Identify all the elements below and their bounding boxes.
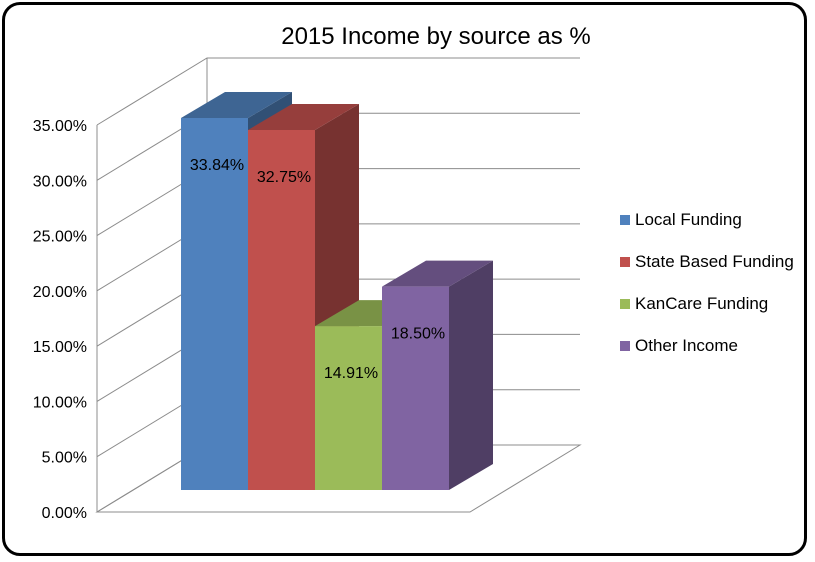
- data-labels: 33.84% 32.75% 14.91% 18.50%: [190, 157, 445, 382]
- y-tick-label: 0.00%: [42, 505, 87, 522]
- legend-item: State Based Funding: [620, 252, 794, 271]
- legend-label: Local Funding: [635, 210, 742, 229]
- legend-label: KanCare Funding: [635, 294, 768, 313]
- bar-top: [382, 260, 493, 287]
- legend-swatch: [620, 299, 630, 309]
- gridline: [96, 57, 580, 126]
- bar-front: [248, 129, 315, 490]
- bar: [248, 103, 359, 490]
- y-tick-label: 35.00%: [33, 118, 87, 135]
- bar-front: [382, 286, 449, 490]
- y-tick-label: 15.00%: [33, 339, 87, 356]
- legend-swatch: [620, 215, 630, 225]
- legend-swatch: [620, 257, 630, 267]
- data-label: 32.75%: [257, 169, 311, 186]
- legend-item: Other Income: [620, 336, 738, 355]
- bar-front: [315, 326, 382, 490]
- data-label: 33.84%: [190, 157, 244, 174]
- bars: [181, 92, 493, 490]
- legend: Local Funding State Based Funding KanCare …: [620, 210, 794, 355]
- data-label: 14.91%: [324, 365, 378, 382]
- legend-swatch: [620, 341, 630, 351]
- bar-side: [449, 260, 493, 490]
- bar-front: [181, 118, 248, 490]
- legend-label: State Based Funding: [635, 252, 794, 271]
- y-axis-ticks: 0.00% 5.00% 10.00% 15.00% 20.00% 25.00% 30.00%…: [33, 118, 87, 522]
- y-tick-label: 10.00%: [33, 394, 87, 411]
- data-label: 18.50%: [391, 326, 445, 343]
- y-tick-label: 5.00%: [42, 450, 87, 467]
- bar: [382, 260, 493, 490]
- legend-item: KanCare Funding: [620, 294, 768, 313]
- legend-label: Other Income: [635, 336, 738, 355]
- y-tick-label: 20.00%: [33, 284, 87, 301]
- legend-item: Local Funding: [620, 210, 742, 229]
- y-tick-label: 30.00%: [33, 173, 87, 190]
- y-tick-label: 25.00%: [33, 229, 87, 246]
- bar-top: [248, 103, 359, 130]
- chart-title: 2015 Income by source as %: [281, 23, 591, 50]
- bar-top: [181, 92, 292, 118]
